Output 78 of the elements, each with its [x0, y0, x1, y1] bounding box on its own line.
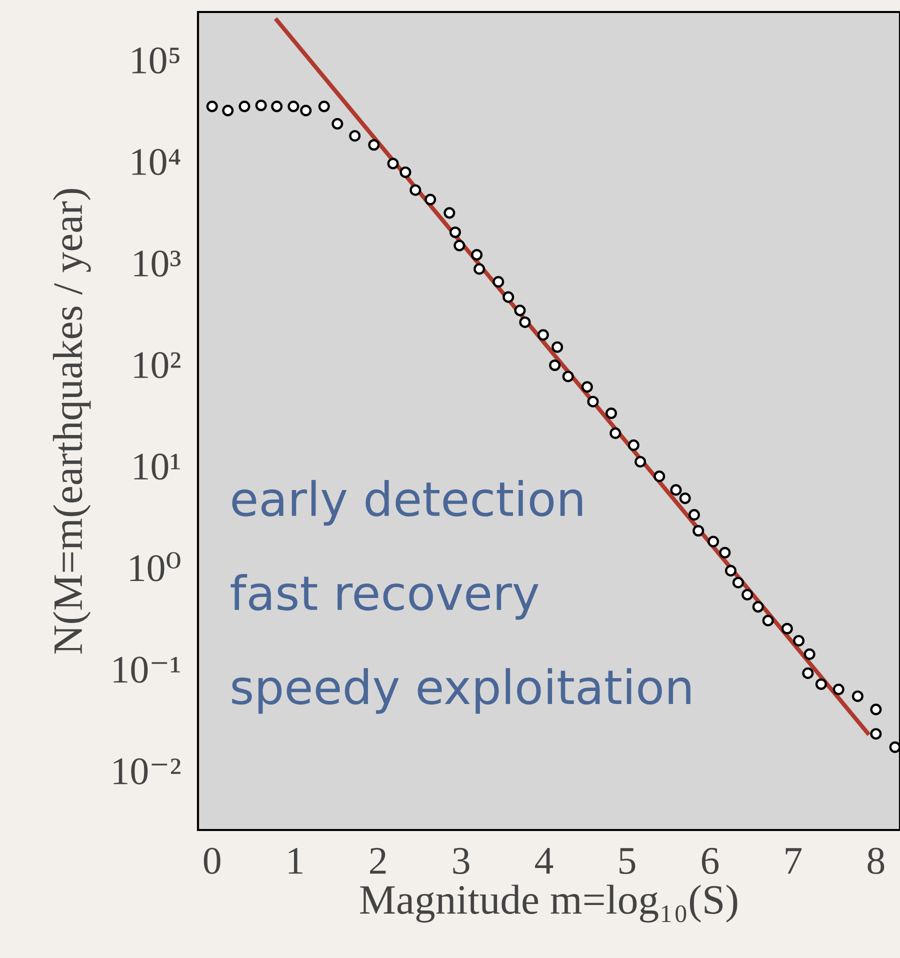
point: [332, 118, 344, 130]
point: [605, 408, 618, 420]
point: [870, 704, 882, 716]
point: [762, 614, 774, 626]
annotation: fast recovery: [230, 574, 538, 620]
y-tick-label: 10¹: [134, 454, 180, 480]
y-tick-label: 10⁴: [132, 148, 180, 176]
point: [804, 648, 816, 660]
point: [732, 576, 744, 588]
y-tick-label: 10⁵: [132, 47, 180, 74]
point: [537, 329, 549, 341]
point: [552, 341, 564, 353]
point: [449, 226, 462, 238]
point: [288, 100, 300, 112]
point: [752, 601, 764, 613]
point: [724, 564, 736, 576]
point: [889, 741, 900, 753]
y-tick-label: 10⁰: [130, 552, 180, 582]
point: [610, 427, 622, 439]
point: [222, 104, 234, 116]
point: [400, 166, 412, 178]
y-tick-label: 10⁻²: [114, 758, 180, 784]
x-tick-label: 0: [204, 848, 220, 874]
point: [492, 276, 504, 288]
x-axis-title: Magnitude m=log₁₀(S): [360, 884, 738, 923]
x-tick-label: 8: [868, 848, 884, 874]
point: [444, 207, 456, 219]
point: [549, 359, 561, 372]
point: [654, 470, 666, 482]
point: [708, 536, 720, 548]
point: [670, 484, 682, 496]
point: [349, 130, 361, 142]
point: [688, 509, 700, 521]
point: [502, 291, 514, 303]
point: [318, 100, 330, 112]
annotation: early detection: [232, 480, 582, 526]
x-tick-label: 7: [786, 848, 802, 874]
x-tick-label: 3: [453, 848, 470, 874]
point: [424, 194, 436, 206]
point: [271, 100, 283, 112]
point: [255, 100, 267, 112]
y-tick-label: 10²: [134, 352, 180, 378]
point: [368, 139, 380, 151]
point: [719, 546, 731, 558]
point: [781, 622, 793, 634]
point: [692, 524, 704, 537]
point: [832, 684, 844, 696]
point: [562, 370, 574, 382]
point: [410, 184, 422, 196]
x-tick-label: 2: [370, 848, 386, 874]
point: [474, 263, 486, 275]
point: [238, 100, 250, 112]
point: [679, 492, 691, 504]
point: [628, 439, 640, 451]
point: [815, 678, 827, 690]
point: [802, 667, 814, 679]
point: [793, 634, 805, 646]
point: [852, 690, 864, 702]
x-tick-label: 5: [620, 848, 636, 874]
annotation: speedy exploitation: [232, 668, 690, 714]
point: [471, 249, 483, 261]
point: [454, 240, 466, 252]
point: [634, 456, 646, 468]
point: [581, 381, 593, 393]
x-tick-label: 4: [535, 848, 554, 874]
point: [206, 100, 218, 112]
point: [514, 304, 526, 316]
x-tick-label: 1: [288, 848, 302, 874]
point: [587, 396, 599, 408]
x-tick-label: 6: [702, 848, 719, 874]
y-tick-label: 10³: [134, 250, 181, 277]
point: [387, 158, 399, 170]
point: [519, 316, 531, 328]
y-axis-title: N(M=m(earthquakes / year): [52, 188, 91, 654]
point: [870, 728, 882, 740]
y-tick-label: 10⁻¹: [114, 656, 180, 683]
point: [300, 104, 312, 116]
point: [742, 588, 754, 600]
